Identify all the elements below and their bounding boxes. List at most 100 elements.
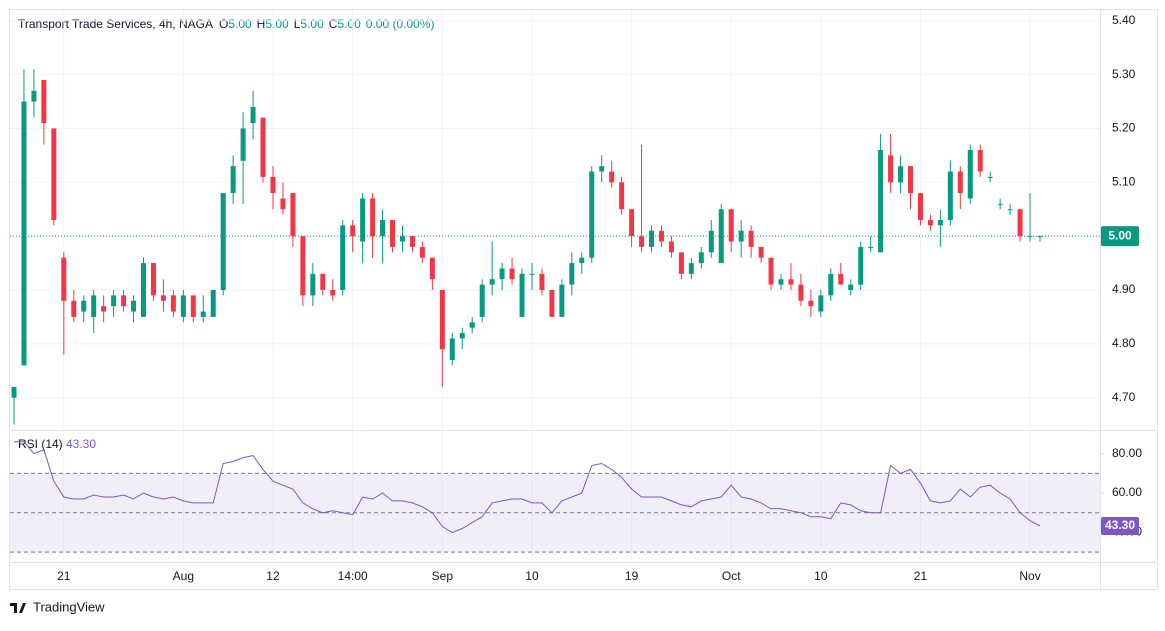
candle-body <box>1017 209 1023 237</box>
candle-body <box>619 182 625 210</box>
rsi-tick-label: 80.00 <box>1112 446 1142 460</box>
candle-body <box>808 300 814 307</box>
candle-body <box>200 311 206 317</box>
candle-body <box>858 246 864 285</box>
candle-body <box>429 257 435 280</box>
candle-body <box>509 268 515 280</box>
candle-body <box>828 273 834 296</box>
candle-body <box>91 295 97 317</box>
candle-body <box>519 273 525 317</box>
candle-body <box>350 225 356 237</box>
candle-body <box>449 338 455 360</box>
candle-body <box>549 290 555 317</box>
candle-body <box>459 333 465 339</box>
candle-body <box>31 90 37 102</box>
candle-body <box>101 306 107 312</box>
candle-body <box>579 257 585 264</box>
x-tick-label: Nov <box>1019 569 1040 583</box>
rsi-line <box>14 441 1041 534</box>
legend-value: 5.00 <box>300 17 324 31</box>
candle-body <box>210 290 216 317</box>
candle-body <box>390 220 396 247</box>
candle-body <box>778 279 784 285</box>
candle-body <box>609 171 615 183</box>
logo-mark <box>10 603 26 613</box>
candle-body <box>489 279 495 285</box>
candle-body <box>121 295 127 307</box>
candle-body <box>439 290 445 350</box>
candle-body <box>320 273 326 290</box>
candle-body <box>639 236 645 247</box>
x-tick-label: 10 <box>814 569 828 583</box>
legend-key: L <box>294 17 301 31</box>
candle-body <box>718 209 724 264</box>
x-tick-label: 21 <box>914 569 928 583</box>
candle-body <box>131 300 137 312</box>
candle-body <box>469 322 475 328</box>
legend-key: O <box>219 17 228 31</box>
candle-body <box>917 193 923 220</box>
candle-body <box>977 150 983 172</box>
candle-body <box>11 386 17 398</box>
candle-body <box>419 246 425 258</box>
candle-body <box>738 230 744 242</box>
candle-body <box>170 295 176 312</box>
rsi-title: RSI (14) <box>18 437 63 451</box>
price-tag-label: 5.00 <box>1108 228 1132 242</box>
candle-body <box>908 166 914 194</box>
candle-body <box>838 273 844 285</box>
candle-body <box>589 171 595 258</box>
candle-body <box>668 241 674 253</box>
legend-key: H <box>257 17 266 31</box>
candle-body <box>649 230 655 247</box>
candle-body <box>688 263 694 274</box>
candle-body <box>798 284 804 301</box>
candle-body <box>479 284 485 317</box>
candle-body <box>1037 236 1043 238</box>
candle-body <box>818 295 824 312</box>
candle-body <box>569 263 575 285</box>
candle-body <box>280 198 286 210</box>
candle-body <box>728 209 734 242</box>
y-tick-label: 4.90 <box>1112 282 1136 296</box>
candle-body <box>927 220 933 226</box>
candle-body <box>140 263 146 317</box>
candle-body <box>629 209 635 237</box>
y-tick-label: 5.20 <box>1112 121 1136 135</box>
candle-body <box>967 150 973 199</box>
candle-body <box>220 193 226 290</box>
candle-body <box>788 279 794 285</box>
y-tick-label: 4.70 <box>1112 390 1136 404</box>
rsi-value: 43.30 <box>66 437 96 451</box>
candle-body <box>230 166 236 194</box>
candle-body <box>678 252 684 274</box>
candle-body <box>529 273 535 275</box>
candle-body <box>150 263 156 296</box>
candle-body <box>240 128 246 161</box>
x-tick-label: Aug <box>173 569 194 583</box>
legend-value: 5.00 <box>228 17 252 31</box>
frame <box>9 9 1158 590</box>
x-tick-label: 19 <box>625 569 639 583</box>
candle-body <box>708 230 714 253</box>
x-tick-label: Sep <box>432 569 454 583</box>
candle-body <box>380 220 386 237</box>
candle-body <box>71 300 77 317</box>
rsi-band <box>10 473 1100 553</box>
candle-body <box>947 171 953 220</box>
rsi-value-tag <box>1101 516 1139 535</box>
candle-body <box>937 220 943 226</box>
y-tick-label: 5.40 <box>1112 13 1136 27</box>
legend-change: 0.00 (0.00%) <box>366 17 435 31</box>
candle-body <box>51 128 57 220</box>
brand: TradingView <box>33 599 105 614</box>
candle-body <box>748 230 754 247</box>
candle-body <box>409 236 415 247</box>
candle-body <box>290 193 296 237</box>
candle-body <box>399 236 405 242</box>
logo <box>10 603 26 613</box>
candle-body <box>250 106 256 124</box>
candle-body <box>559 284 565 317</box>
candle-body <box>878 150 884 253</box>
